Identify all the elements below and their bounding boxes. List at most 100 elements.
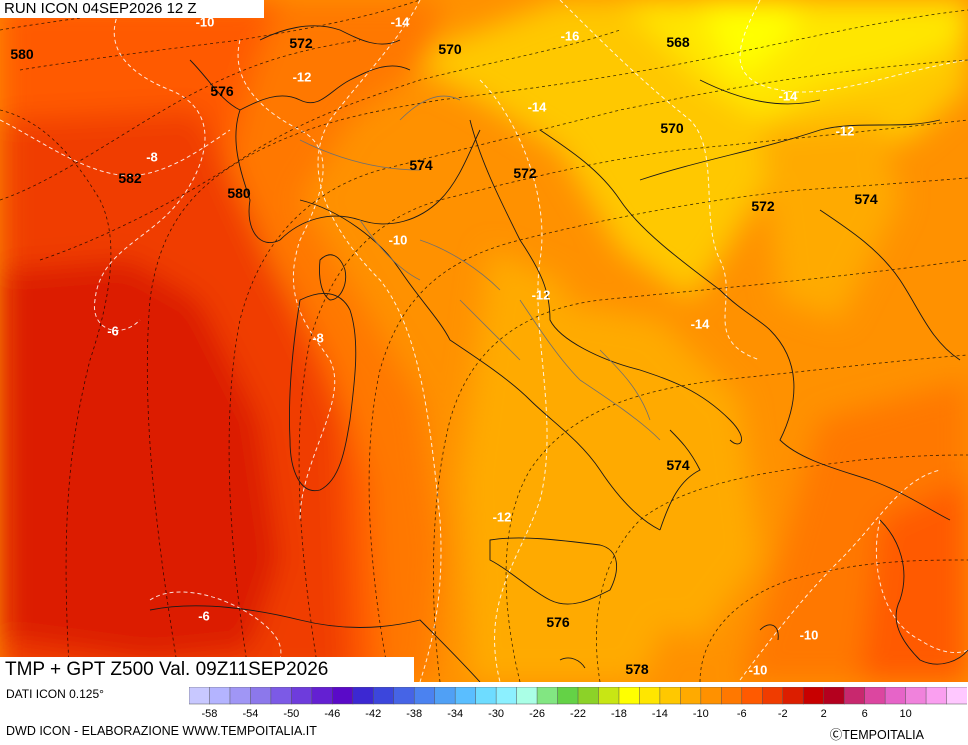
country-borders	[149, 25, 968, 682]
temperature-isotherms	[0, 0, 968, 682]
legend-tick-14: -2	[778, 708, 788, 720]
legend-swatch-19	[577, 687, 600, 705]
legend-swatch-18	[557, 687, 579, 705]
legend-swatch-20	[598, 687, 620, 705]
legend-swatch-23	[659, 687, 681, 705]
legend-tick-6: -34	[447, 708, 463, 720]
tmp-label-2: -16	[561, 29, 580, 44]
legend-swatch-0	[189, 687, 211, 705]
legend-swatch-4	[270, 687, 292, 705]
legend-swatch-32	[843, 687, 866, 705]
legend-swatch-12	[434, 687, 456, 705]
legend-tick-1: -54	[242, 708, 258, 720]
legend-tick-2: -50	[283, 708, 299, 720]
gpt-label-14: 578	[625, 661, 649, 677]
legend-swatch-6	[311, 687, 333, 705]
legend-swatch-16	[516, 687, 538, 705]
legend-swatch-34	[884, 687, 907, 705]
tmp-label-12: -8	[312, 331, 324, 346]
legend-swatch-3	[250, 687, 272, 705]
temperature-labels: -10 -14 -16 -12 -14 -14 -12 -8 -10 -12 -14 -6 -8 -12 -…	[107, 15, 854, 678]
legend-swatch-21	[618, 687, 640, 705]
gpt-label-4: 576	[210, 83, 234, 99]
gpt-label-6: 574	[409, 157, 433, 173]
geopotential-labels: 580 572 570 568 576 570 574 572 582 580 572 574 574 5…	[10, 34, 878, 677]
legend-tick-11: -14	[652, 708, 668, 720]
tmp-label-4: -14	[528, 100, 548, 115]
legend-tick-0: -58	[202, 708, 218, 720]
tmp-label-11: -6	[107, 324, 119, 339]
legend-swatch-26	[721, 687, 743, 705]
footer: DATI ICON 0.125° -58 -54 -50 -46 -42 -38 -34 -3…	[0, 682, 968, 745]
legend-swatch-24	[680, 687, 702, 705]
legend-swatch-14	[475, 687, 497, 705]
legend-tick-8: -26	[529, 708, 545, 720]
field-label: TMP + GPT Z500 Val. 09Z11SEP2026	[0, 657, 414, 683]
color-legend: -58 -54 -50 -46 -42 -38 -34 -30 -26 -22 -18 -14 -10-…	[189, 687, 967, 720]
gpt-label-5: 570	[660, 120, 684, 136]
legend-swatch-29	[782, 687, 804, 705]
legend-swatch-33	[864, 687, 886, 705]
brand-label: ⒸTEMPOITALIA	[829, 728, 924, 742]
legend-tick-9: -22	[570, 708, 586, 720]
legend-swatch-2	[229, 687, 251, 705]
weather-map: 580 572 570 568 576 570 574 572 582 580 572 574 574 5…	[0, 0, 968, 682]
legend-swatch-10	[393, 687, 415, 705]
tmp-label-10: -14	[691, 317, 711, 332]
gpt-label-12: 574	[666, 457, 690, 473]
legend-tick-10: -18	[611, 708, 627, 720]
legend-swatch-31	[823, 687, 845, 705]
gpt-label-8: 582	[118, 170, 142, 186]
gpt-label-3: 568	[666, 34, 690, 50]
legend-swatch-28	[762, 687, 784, 705]
legend-swatch-27	[741, 687, 763, 705]
legend-swatch-9	[373, 687, 395, 705]
legend-swatch-17	[536, 687, 559, 705]
tmp-label-5: -14	[779, 89, 799, 104]
tmp-label-15: -10	[800, 628, 819, 643]
legend-tick-3: -46	[324, 708, 340, 720]
tmp-label-7: -8	[146, 150, 158, 165]
legend-swatch-15	[495, 687, 518, 705]
temperature-field	[0, 0, 968, 682]
gpt-label-11: 574	[854, 191, 878, 207]
legend-swatch-13	[454, 687, 477, 705]
tmp-label-13: -12	[493, 510, 512, 525]
legend-swatch-5	[291, 687, 313, 705]
gpt-label-0: 580	[10, 46, 34, 62]
legend-swatch-11	[413, 687, 436, 705]
gpt-label-13: 576	[546, 614, 570, 630]
legend-tick-12: -10	[693, 708, 709, 720]
legend-tick-15: 2	[821, 708, 827, 720]
geopotential-isolines	[0, 0, 968, 682]
tmp-label-0: -10	[196, 15, 215, 30]
credit-label: DWD ICON - ELABORAZIONE WWW.TEMPOITALIA.…	[6, 724, 317, 738]
legend-swatch-7	[332, 687, 354, 705]
legend-tick-13: -6	[737, 708, 747, 720]
tmp-label-3: -12	[293, 70, 312, 85]
regional-borders	[299, 95, 661, 441]
legend-swatch-36	[925, 687, 948, 705]
legend-tick-17: 10	[899, 708, 911, 720]
legend-swatch-37	[946, 687, 967, 705]
tmp-label-6: -12	[836, 124, 855, 139]
legend-swatch-8	[352, 687, 374, 705]
legend-tick-5: -38	[406, 708, 422, 720]
gpt-label-1: 572	[289, 35, 313, 51]
source-label: DATI ICON 0.125°	[6, 687, 104, 701]
tmp-label-16: -10	[749, 663, 768, 678]
tmp-label-9: -12	[532, 288, 551, 303]
gpt-label-7: 572	[513, 165, 537, 181]
gpt-label-2: 570	[438, 41, 462, 57]
gpt-label-9: 580	[227, 185, 251, 201]
legend-swatch-1	[209, 687, 231, 705]
legend-swatch-25	[700, 687, 722, 705]
tmp-label-1: -14	[391, 15, 411, 30]
legend-swatch-30	[802, 687, 825, 705]
legend-tick-7: -30	[488, 708, 504, 720]
legend-swatch-22	[639, 687, 661, 705]
legend-swatch-35	[905, 687, 927, 705]
gpt-label-10: 572	[751, 198, 775, 214]
run-label: RUN ICON 04SEP2026 12 Z	[0, 0, 264, 18]
tmp-label-14: -6	[198, 609, 210, 624]
